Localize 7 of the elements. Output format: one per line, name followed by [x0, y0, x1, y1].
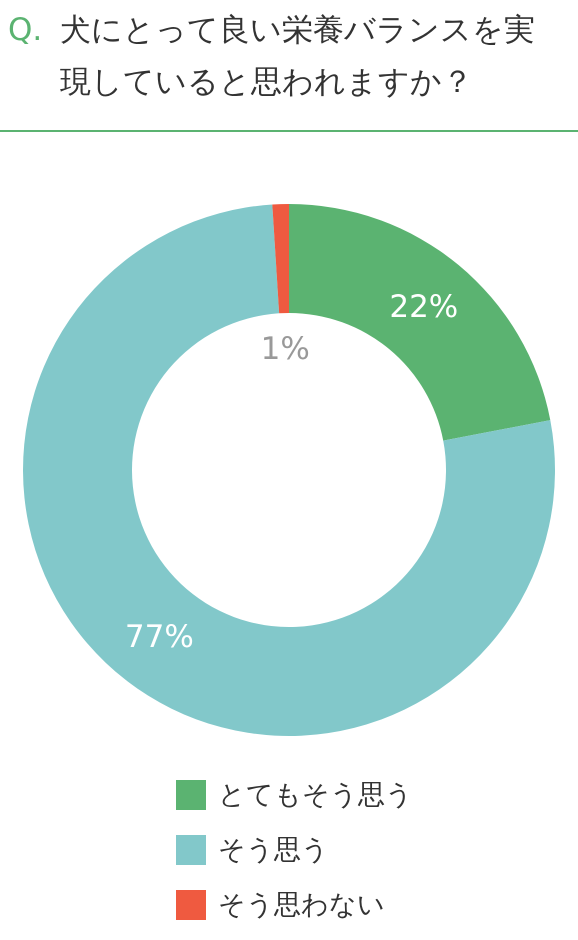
legend-label: そう思わない [218, 890, 385, 920]
data-label: 77% [124, 619, 194, 656]
chart-title: Q. 犬にとって良い栄養バランスを実現していると思われますか？ [8, 11, 536, 102]
data-label: 1% [260, 331, 310, 368]
legend-label: そう思う [218, 834, 329, 866]
legend-label: とてもそう思う [218, 780, 413, 810]
data-label: 22% [389, 289, 458, 326]
